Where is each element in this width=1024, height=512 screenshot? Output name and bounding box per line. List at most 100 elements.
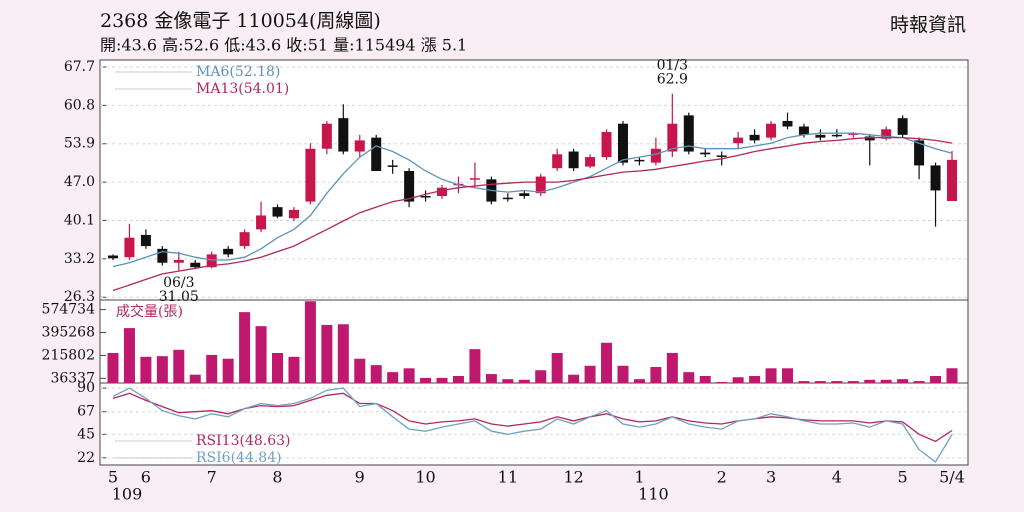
y-tick-label: 67.7	[64, 59, 95, 75]
volume-bar	[272, 352, 284, 383]
candle-body	[437, 187, 448, 197]
volume-bar	[568, 374, 580, 383]
candle-body	[190, 262, 201, 268]
volume-bar	[140, 356, 152, 383]
annotation-value: 62.9	[657, 72, 688, 88]
x-tick-label: 1	[634, 468, 644, 487]
candle-body	[634, 159, 645, 162]
candle-body	[930, 165, 941, 191]
year-label: 110	[638, 485, 669, 504]
y-tick-label: 60.8	[64, 97, 95, 113]
volume-bar	[749, 375, 761, 383]
series-line	[112, 387, 953, 463]
volume-bar	[337, 324, 349, 383]
candle-body	[420, 196, 431, 198]
volume-bar	[814, 381, 826, 383]
volume-bar	[469, 349, 481, 383]
candle-body	[535, 176, 546, 194]
volume-bar	[732, 377, 744, 383]
y-tick-label: 45	[77, 426, 95, 442]
candle-body	[552, 154, 563, 169]
volume-bar	[864, 379, 876, 383]
series-line	[112, 392, 953, 443]
volume-title: 成交量(張)	[116, 303, 183, 320]
x-tick-label: 12	[563, 468, 583, 487]
legend-label: RSI13(48.63)	[196, 433, 290, 449]
volume-bar	[633, 379, 645, 383]
y-tick-label: 90	[77, 380, 95, 396]
volume-bar	[617, 365, 629, 383]
candle-body	[864, 136, 875, 141]
candle-body	[667, 123, 678, 152]
volume-bar	[831, 381, 843, 383]
chart-subtitle: 開:43.6 高:52.6 低:43.6 收:51 量:115494 漲 5.1	[100, 36, 467, 55]
volume-bar	[781, 368, 793, 383]
x-tick-label: 5/4	[939, 468, 965, 487]
candle-body	[601, 132, 612, 158]
annotation-value: 31.05	[159, 289, 199, 305]
candle-body	[338, 118, 349, 152]
annotation-label: 06/3	[163, 275, 194, 291]
candle-body	[700, 152, 711, 155]
x-tick-label: 5	[108, 468, 118, 487]
volume-bar	[436, 377, 448, 383]
volume-bar	[370, 365, 382, 383]
volume-bar	[551, 352, 563, 383]
volume-bar	[880, 379, 892, 383]
candle-body	[749, 134, 760, 141]
volume-bar	[798, 381, 810, 383]
legend-label: MA6(52.18)	[196, 64, 280, 80]
candle-body	[321, 123, 332, 149]
volume-bar	[847, 381, 859, 383]
x-tick-label: 4	[832, 468, 842, 487]
candle-body	[782, 120, 793, 127]
y-tick-label: 67	[77, 404, 95, 420]
candle-body	[469, 178, 480, 180]
volume-bar	[897, 379, 909, 383]
series-line	[112, 136, 953, 292]
y-tick-label: 574734	[42, 302, 96, 318]
volume-bar	[485, 374, 497, 383]
volume-bar	[946, 368, 958, 383]
chart-title: 2368 金像電子 110054(周線圖)	[100, 10, 381, 32]
volume-bar	[321, 324, 333, 383]
volume-bar	[716, 381, 728, 383]
volume-bar	[699, 375, 711, 383]
volume-bar	[206, 354, 218, 383]
candle-body	[650, 148, 661, 163]
volume-bar	[930, 375, 942, 383]
volume-bar	[913, 381, 925, 383]
y-tick-label: 36337	[50, 370, 95, 386]
x-tick-label: 6	[141, 468, 151, 487]
candle-body	[239, 232, 250, 247]
volume-bar	[452, 375, 464, 383]
volume-bar	[123, 328, 135, 383]
volume-bar	[518, 379, 530, 383]
candle-body	[519, 193, 530, 197]
legend-label: RSI6(44.84)	[196, 450, 282, 466]
x-tick-label: 3	[766, 468, 776, 487]
candle-body	[502, 197, 513, 200]
volume-bar	[502, 379, 514, 383]
volume-bar	[666, 352, 678, 383]
candle-body	[256, 215, 267, 230]
volume-bar	[601, 342, 613, 383]
volume-bar	[535, 370, 547, 383]
volume-bar	[403, 368, 415, 383]
volume-bar	[765, 368, 777, 383]
candle-body	[404, 170, 415, 202]
candle-body	[140, 234, 151, 247]
candle-body	[305, 148, 316, 202]
candle-body	[831, 134, 842, 137]
y-tick-label: 40.1	[64, 212, 95, 228]
plot-frame	[99, 59, 969, 466]
source: 時報資訊	[890, 14, 966, 36]
x-tick-label: 2	[717, 468, 727, 487]
candle-body	[387, 165, 398, 167]
y-tick-label: 53.9	[64, 136, 95, 152]
x-tick-label: 9	[355, 468, 365, 487]
candle-body	[914, 140, 925, 166]
volume-bar	[189, 374, 201, 383]
volume-bar	[387, 372, 399, 383]
